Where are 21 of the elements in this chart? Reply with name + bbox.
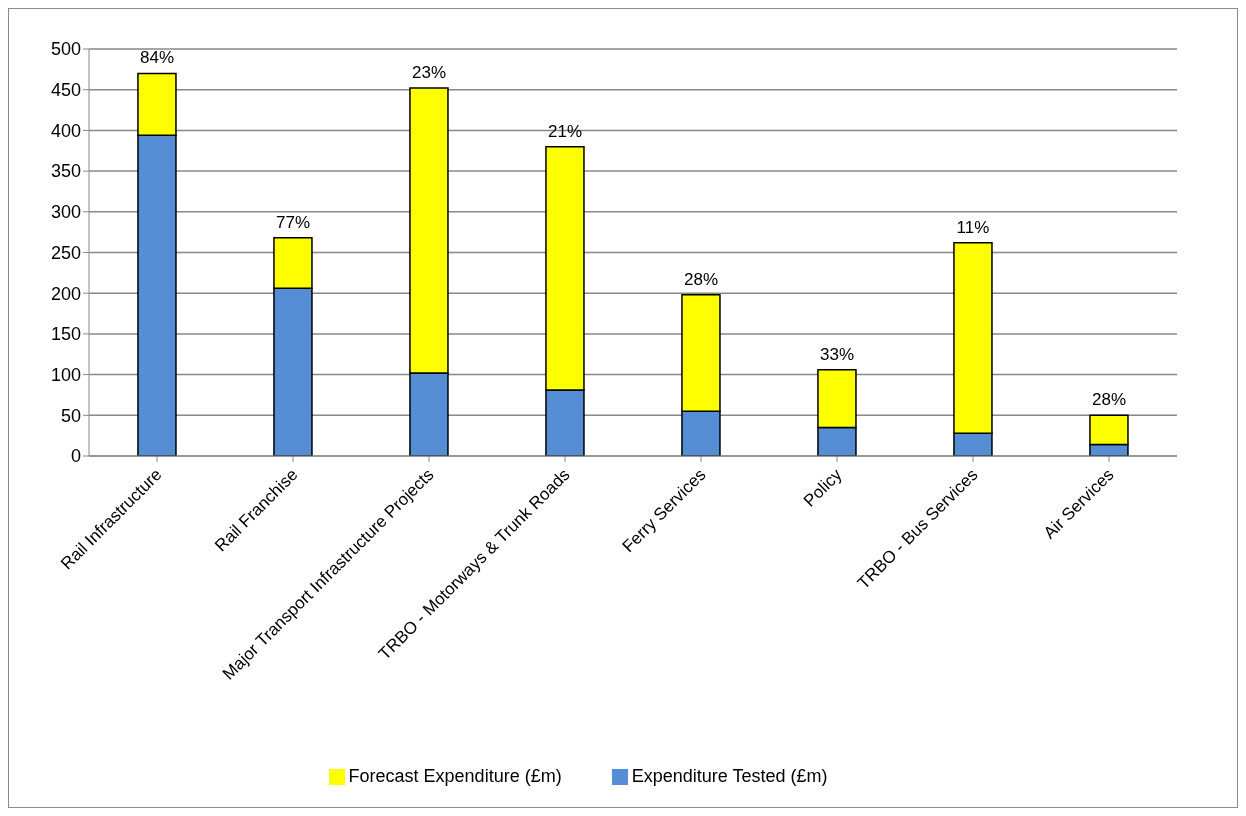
y-tick-label: 350 (50, 161, 81, 182)
y-tick-label: 300 (50, 202, 81, 223)
annotation: 23% (411, 63, 447, 83)
annotation: 84% (139, 48, 175, 68)
legend-label: Expenditure Tested (£m) (631, 766, 828, 786)
legend-label: Forecast Expenditure (£m) (348, 766, 562, 786)
annotation: 77% (275, 212, 311, 232)
y-tick-label: 50 (60, 405, 81, 426)
y-tick-label: 200 (50, 283, 81, 304)
y-tick-label: 150 (50, 324, 81, 345)
annotation: 33% (819, 344, 855, 364)
annotation: 28% (683, 269, 719, 289)
y-tick-label: 500 (50, 39, 81, 60)
annotation: 21% (547, 121, 583, 141)
annotation: 11% (956, 217, 990, 237)
y-tick-label: 450 (50, 80, 81, 101)
y-tick-label: 400 (50, 120, 81, 141)
y-tick-label: 0 (70, 446, 81, 467)
y-tick-label: 100 (50, 364, 81, 385)
annotation: 28% (1091, 390, 1127, 410)
y-tick-label: 250 (50, 242, 81, 263)
